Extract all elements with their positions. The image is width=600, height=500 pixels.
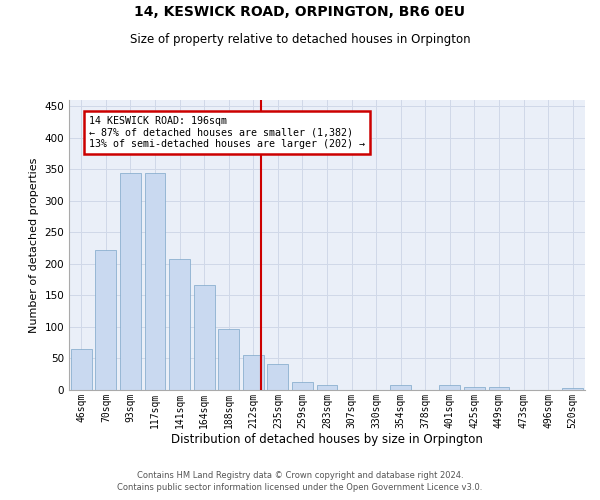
Text: Distribution of detached houses by size in Orpington: Distribution of detached houses by size …	[171, 432, 483, 446]
Bar	[120, 172, 141, 390]
Text: 14 KESWICK ROAD: 196sqm
← 87% of detached houses are smaller (1,382)
13% of semi: 14 KESWICK ROAD: 196sqm ← 87% of detache…	[89, 116, 365, 149]
Bar	[71, 349, 92, 390]
Bar	[562, 388, 583, 390]
Bar	[268, 364, 289, 390]
Text: Size of property relative to detached houses in Orpington: Size of property relative to detached ho…	[130, 32, 470, 46]
Bar	[194, 284, 215, 390]
Y-axis label: Number of detached properties: Number of detached properties	[29, 158, 39, 332]
Text: Contains HM Land Registry data © Crown copyright and database right 2024.
Contai: Contains HM Land Registry data © Crown c…	[118, 471, 482, 492]
Bar	[145, 172, 166, 390]
Bar	[218, 329, 239, 390]
Bar	[464, 387, 485, 390]
Bar	[488, 388, 509, 390]
Bar	[292, 382, 313, 390]
Bar	[95, 250, 116, 390]
Text: 14, KESWICK ROAD, ORPINGTON, BR6 0EU: 14, KESWICK ROAD, ORPINGTON, BR6 0EU	[134, 5, 466, 19]
Bar	[169, 259, 190, 390]
Bar	[243, 354, 264, 390]
Bar	[317, 385, 337, 390]
Bar	[390, 385, 411, 390]
Bar	[439, 385, 460, 390]
